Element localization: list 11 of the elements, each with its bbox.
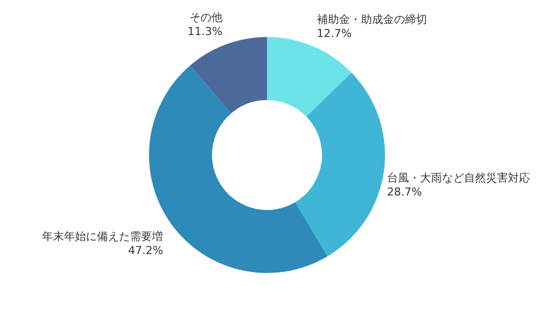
slice-label: 年末年始に備えた需要増 — [42, 230, 164, 243]
data-label: 11.3% — [188, 24, 222, 38]
slice-label: 補助金・助成金の締切 — [316, 13, 427, 26]
slice-label: その他 — [189, 10, 222, 24]
donut-slice — [295, 72, 385, 256]
data-label: 28.7% — [387, 186, 422, 199]
data-label: 47.2% — [128, 244, 164, 257]
data-label: 12.7% — [316, 27, 352, 40]
slice-label: 台風・大雨など自然災害対応 — [387, 172, 530, 185]
donut-slice — [190, 37, 267, 114]
donut-slice — [267, 37, 352, 117]
